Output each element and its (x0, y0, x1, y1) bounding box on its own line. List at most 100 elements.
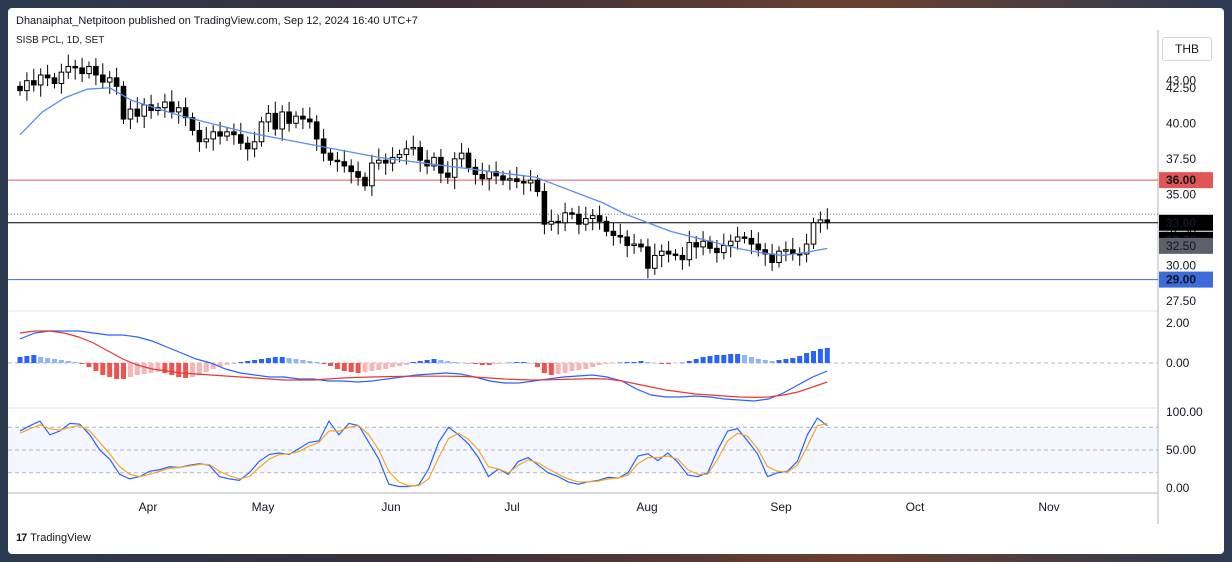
candle-body (796, 253, 803, 256)
candle-body (638, 243, 644, 248)
price-label-badge (1159, 172, 1213, 189)
candle-body (686, 242, 693, 261)
candle-body (86, 65, 92, 75)
candle-body (562, 212, 568, 224)
macd-histogram-bar (804, 353, 810, 363)
macd-histogram-bar (348, 363, 354, 372)
macd-histogram-bar (45, 358, 51, 363)
macd-histogram-bar (300, 360, 306, 363)
candle-body (24, 80, 30, 92)
macd-histogram-bar (86, 363, 92, 367)
macd-histogram-bar (334, 363, 340, 369)
stoch-tick-label: 100.00 (1166, 405, 1203, 419)
candle-body (162, 101, 168, 109)
macd-histogram-bar (17, 357, 23, 363)
candle-body (348, 165, 354, 173)
macd-histogram-bar (438, 360, 444, 363)
macd-histogram-bar (321, 363, 327, 364)
macd-histogram-bar (410, 362, 416, 363)
time-tick-label: Oct (906, 500, 925, 514)
candle-body (279, 111, 285, 130)
candle-body (217, 131, 223, 137)
candle-body (341, 161, 348, 167)
macd-histogram-bar (714, 355, 720, 363)
time-tick-label: May (252, 500, 275, 514)
candle-body (500, 175, 506, 181)
macd-histogram-bar (817, 349, 823, 363)
price-label-badge (1159, 237, 1213, 254)
macd-histogram-bar (148, 363, 154, 373)
candle-body (376, 159, 382, 164)
macd-histogram-bar (562, 363, 568, 373)
candle-body (603, 220, 610, 232)
macd-histogram-bar (452, 362, 458, 363)
macd-histogram-bar (127, 363, 133, 377)
price-tick-label: 30.00 (1166, 258, 1196, 272)
macd-histogram-bar (155, 363, 161, 372)
candle-body (755, 243, 762, 251)
macd-histogram-bar (790, 358, 796, 363)
macd-histogram-bar (238, 362, 244, 363)
candle-body (451, 158, 458, 178)
macd-histogram-bar (617, 362, 623, 364)
macd-histogram-bar (272, 357, 278, 363)
macd-histogram-bar (493, 363, 499, 364)
candle-body (307, 118, 313, 123)
candle-body (141, 104, 147, 117)
macd-histogram-bar (279, 357, 285, 363)
currency-button[interactable]: THB (1162, 37, 1212, 61)
candle-body (734, 236, 741, 242)
macd-histogram-bar (24, 356, 30, 363)
candle-body (382, 159, 389, 164)
price-label-text: 36.00 (1166, 173, 1196, 187)
candle-body (700, 240, 706, 248)
macd-histogram-bar (652, 363, 658, 364)
candle-body (624, 236, 631, 246)
candle-body (196, 129, 203, 143)
macd-histogram-bar (107, 363, 113, 377)
macd-histogram-bar (355, 363, 361, 373)
candle-body (79, 67, 85, 75)
candle-body (507, 178, 513, 181)
symbol-label: SISB PCL, 1D, SET (16, 35, 105, 46)
stoch-tick-label: 50.00 (1166, 443, 1196, 457)
candle-body (714, 247, 720, 254)
price-label-text: 29.00 (1166, 273, 1196, 287)
macd-histogram-bar (376, 363, 382, 370)
candle-body (576, 213, 582, 225)
footer-brand[interactable]: 17 TradingView (16, 532, 91, 544)
macd-histogram-bar (521, 362, 527, 363)
candle-body (693, 242, 700, 248)
candle-body (93, 65, 99, 76)
candle-body (31, 80, 37, 86)
candle-body (479, 173, 486, 180)
macd-histogram-bar (721, 355, 727, 363)
macd-histogram-bar (210, 363, 216, 369)
macd-histogram-bar (58, 360, 64, 363)
macd-histogram-bar (500, 363, 506, 364)
price-tick-label: 42.50 (1166, 81, 1196, 95)
candle-body (445, 172, 451, 178)
candle-body (783, 249, 789, 252)
macd-histogram-bar (645, 362, 651, 363)
macd-histogram-bar (659, 363, 665, 364)
candle-body (493, 171, 499, 177)
price-tick-label: 40.00 (1166, 116, 1196, 130)
macd-histogram-bar (466, 363, 471, 364)
candle-body (652, 254, 658, 269)
macd-histogram-bar (479, 363, 485, 365)
candle-body (355, 171, 361, 178)
macd-histogram-bar (762, 360, 768, 363)
candle-body (175, 107, 182, 113)
candle-body (410, 146, 417, 150)
price-tick-label: 37.50 (1166, 152, 1196, 166)
candle-body (251, 141, 258, 150)
candle-body (810, 222, 817, 245)
macd-histogram-bar (100, 363, 106, 375)
candle-body (458, 152, 465, 160)
candle-body (127, 108, 134, 120)
candle-body (514, 178, 520, 183)
candle-body (169, 101, 175, 113)
macd-histogram-bar (755, 359, 761, 363)
